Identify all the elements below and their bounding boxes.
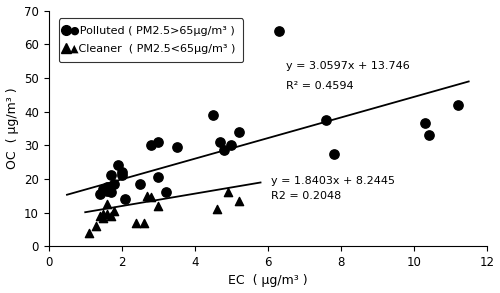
Point [212, 207, 220, 212]
Point [114, 163, 122, 168]
Point [220, 148, 228, 153]
Point [322, 117, 330, 122]
Point [103, 212, 111, 217]
Point [147, 143, 155, 148]
Point [92, 224, 100, 228]
Point [224, 190, 232, 195]
Point [234, 198, 242, 203]
Point [234, 130, 242, 134]
Point [118, 173, 126, 178]
Point [216, 139, 224, 144]
Legend: ●Polluted ( PM2.5>65μg/m³ ), ▲Cleaner  ( PM2.5<65μg/m³ ): ●Polluted ( PM2.5>65μg/m³ ), ▲Cleaner ( … [58, 18, 243, 62]
Point [107, 190, 115, 195]
Point [110, 182, 118, 186]
Point [103, 202, 111, 207]
Point [421, 121, 429, 126]
Y-axis label: OC  ( μg/m³ ): OC ( μg/m³ ) [6, 88, 18, 169]
Text: y = 1.8403x + 8.2445: y = 1.8403x + 8.2445 [272, 176, 396, 185]
Point [118, 170, 126, 174]
Point [85, 230, 93, 235]
Point [122, 197, 130, 201]
Point [154, 175, 162, 180]
Point [209, 113, 217, 117]
Text: y = 3.0597x + 13.746: y = 3.0597x + 13.746 [286, 61, 410, 71]
Text: R2 = 0.2048: R2 = 0.2048 [272, 191, 342, 201]
Point [154, 203, 162, 208]
Point [132, 220, 140, 225]
Point [454, 103, 462, 107]
Point [172, 144, 180, 149]
Point [100, 215, 108, 220]
Point [140, 220, 147, 225]
Point [154, 139, 162, 144]
Point [162, 190, 170, 195]
Text: R² = 0.4594: R² = 0.4594 [286, 81, 354, 91]
Point [107, 173, 115, 178]
Point [136, 182, 144, 186]
Point [100, 187, 108, 191]
Point [228, 143, 235, 148]
Point [103, 188, 111, 193]
Point [103, 185, 111, 190]
Point [96, 192, 104, 196]
Point [107, 214, 115, 218]
Point [96, 214, 104, 218]
Point [330, 151, 338, 156]
Point [275, 28, 283, 33]
Point [110, 209, 118, 213]
Point [100, 212, 108, 217]
Point [424, 133, 432, 137]
Point [147, 195, 155, 200]
Point [144, 193, 152, 198]
X-axis label: EC  ( μg/m³ ): EC ( μg/m³ ) [228, 275, 308, 287]
